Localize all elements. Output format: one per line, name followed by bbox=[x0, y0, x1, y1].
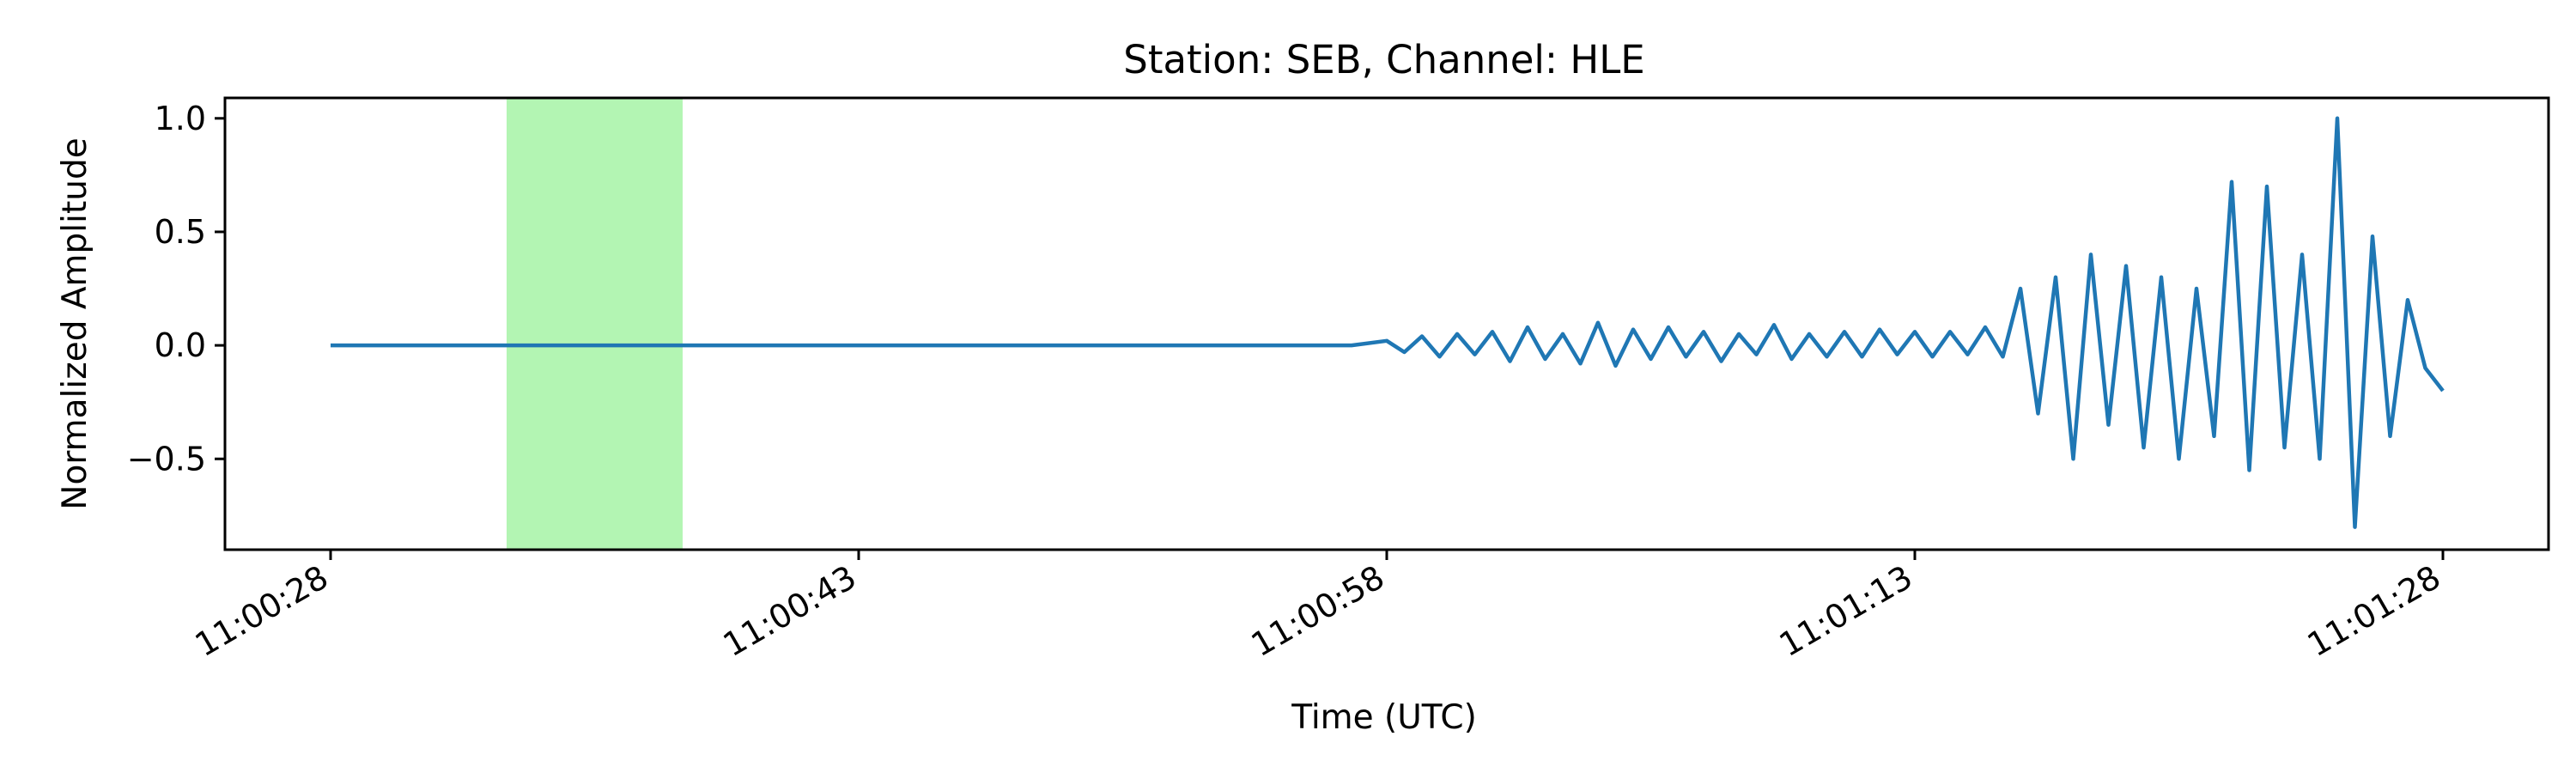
x-axis: 11:00:28 11:00:43 11:00:58 11:01:13 11:01:28 bbox=[189, 550, 2447, 664]
y-axis-label: Normalized Amplitude bbox=[56, 137, 94, 509]
x-tick-label: 11:00:58 bbox=[1245, 558, 1391, 664]
highlight-window bbox=[507, 98, 683, 550]
x-axis-label: Time (UTC) bbox=[1291, 698, 1477, 737]
y-tick-label: 0.5 bbox=[155, 213, 206, 251]
y-axis: 1.0 0.5 0.0 −0.5 bbox=[127, 100, 225, 478]
x-tick-label: 11:01:13 bbox=[1773, 558, 1919, 664]
y-tick-label: −0.5 bbox=[127, 440, 206, 478]
y-tick-label: 1.0 bbox=[155, 100, 206, 137]
y-tick-label: 0.0 bbox=[155, 326, 206, 364]
x-tick-label: 11:01:28 bbox=[2301, 558, 2447, 664]
x-tick-label: 11:00:28 bbox=[189, 558, 335, 664]
plot-area bbox=[331, 98, 2445, 550]
chart-title: Station: SEB, Channel: HLE bbox=[1123, 37, 1644, 82]
x-tick-label: 11:00:43 bbox=[717, 558, 863, 664]
waveform-line bbox=[331, 116, 2445, 529]
